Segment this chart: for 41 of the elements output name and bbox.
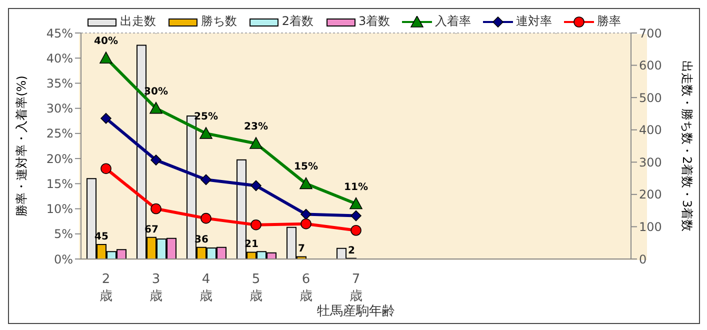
y2-tick-label: 200 [639,188,662,202]
y-tick-label: 40% [46,51,73,66]
x-tick-label: 5 歳 [250,272,262,304]
data-label: 23% [244,121,268,132]
legend-label: 出走数 [120,13,156,30]
y-tick-label: 35% [46,76,73,90]
data-label: 2 [348,245,356,256]
y2-tick-label: 100 [639,220,662,234]
data-label: 7 [298,244,306,255]
y-tick-label: 45% [46,26,73,40]
y2-tick-label: 700 [639,26,662,40]
y-tick-label: 30% [46,102,73,116]
y-tick-label: 20% [46,152,73,166]
x-axis-title: 牡馬産駒年齢 [317,303,395,319]
x-tick-label: 2 歳 [100,272,112,304]
legend-label: 3着数 [358,13,390,30]
data-label: 11% [344,182,368,193]
data-label: 40% [94,36,118,48]
y2-tick-label: 600 [639,58,662,73]
x-tick-label: 7 歳 [350,272,362,304]
y-tick-label: 10% [46,202,73,216]
legend-label: 勝ち数 [200,13,237,30]
y-tick-label: 25% [46,126,73,141]
x-tick-label: 3 歳 [150,272,162,304]
x-tick-label: 6 歳 [300,272,312,304]
y2-tick-label: 300 [639,155,662,170]
y2-tick-label: 400 [639,123,662,138]
x-tick-label: 4 歳 [200,272,212,304]
y2-tick-label: 0 [639,252,647,266]
data-label: 15% [294,162,318,173]
legend-label: 2着数 [282,13,314,30]
data-label: 25% [194,111,218,122]
legend-label: 連対率 [516,13,552,30]
y-axis-title: 勝率・連対率・入着率(%) [14,76,28,216]
y-tick-label: 5% [54,227,73,242]
y-tick-label: 0% [54,252,73,266]
y2-tick-label: 500 [639,90,662,105]
legend-label: 入着率 [435,13,472,30]
y2-axis-title: 出走数・勝ち数・2着数・3着数 [680,60,694,232]
y-tick-label: 15% [46,176,73,191]
legend-label: 勝率 [597,13,622,30]
